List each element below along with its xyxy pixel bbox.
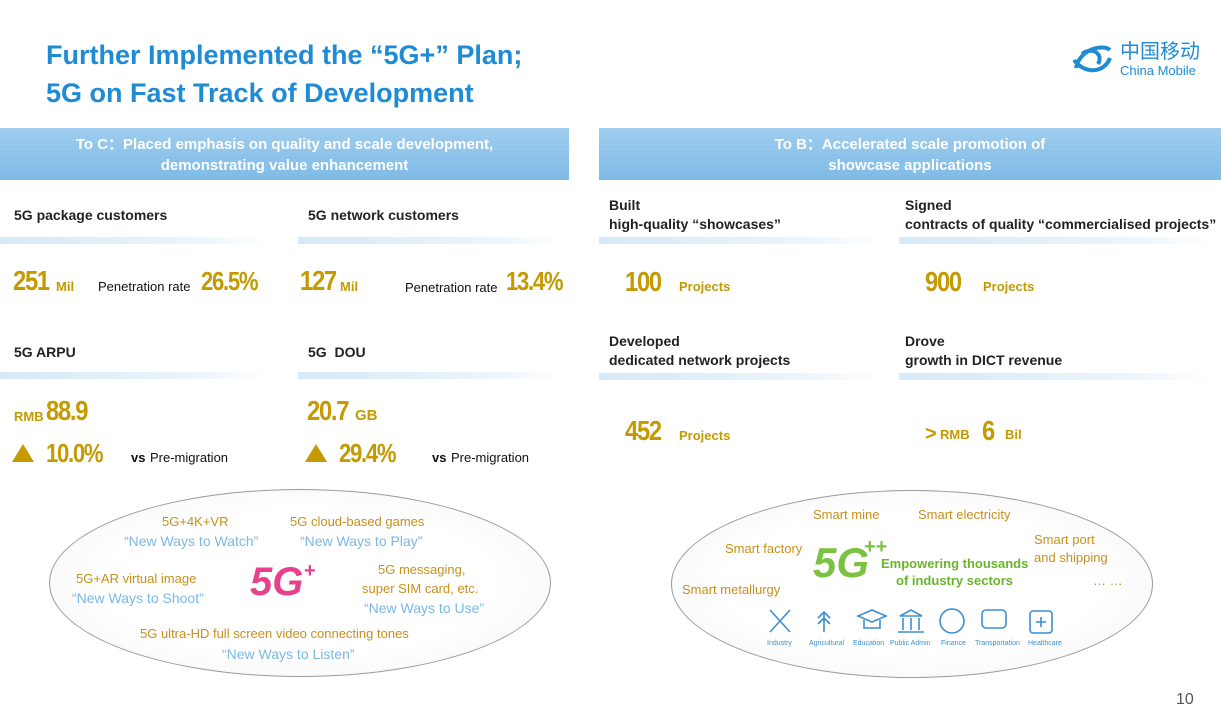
sector: and shipping <box>1034 550 1108 565</box>
center-text: Empowering thousands <box>881 556 1029 571</box>
card-sign: > <box>925 423 937 445</box>
metric-value: 20.7 <box>307 395 349 426</box>
icon-label: Public Admin <box>890 640 931 647</box>
card-label: high-quality “showcases” <box>609 216 781 232</box>
sector: … … <box>1093 573 1123 588</box>
logo-mark <box>1072 45 1112 73</box>
logo-5g: 5G <box>250 560 304 604</box>
rate-value: 13.4% <box>506 266 564 296</box>
card-prefix: RMB <box>940 427 970 442</box>
item-title: super SIM card, etc. <box>362 581 479 596</box>
card-unit: Projects <box>679 428 731 443</box>
rate-label: Penetration rate <box>98 279 191 294</box>
rule <box>0 372 268 379</box>
card-label: contracts of quality “commercialised pro… <box>905 216 1217 232</box>
rule <box>599 373 883 380</box>
sector: Smart factory <box>725 541 803 556</box>
logo-en: China Mobile <box>1120 63 1196 78</box>
header-line: showcase applications <box>828 157 992 174</box>
metric-unit: Mil <box>56 279 75 294</box>
metric-label: 5G package customers <box>14 207 168 223</box>
change-value: 10.0% <box>46 438 104 468</box>
rule <box>298 237 563 244</box>
item-sub: “New Ways to Listen” <box>222 646 355 662</box>
card-value: 900 <box>925 266 962 297</box>
metric-label: 5G network customers <box>308 207 459 223</box>
item-title: 5G messaging, <box>378 562 466 577</box>
icon-label: Education <box>853 640 885 647</box>
header-line: To C：Placed emphasis on quality and scal… <box>75 136 494 153</box>
center-text: of industry sectors <box>896 573 1014 588</box>
ellipse <box>671 490 1153 678</box>
rule <box>899 373 1215 380</box>
item-title: 5G cloud-based games <box>290 514 425 529</box>
metric-value: 88.9 <box>46 395 88 426</box>
change-value: 29.4% <box>339 438 397 468</box>
card-label: Built <box>609 197 641 213</box>
metric-value: 251 <box>13 265 50 296</box>
sector: Smart mine <box>813 507 880 522</box>
card-label: Developed <box>609 333 680 349</box>
item-sub: “New Ways to Use” <box>364 600 485 616</box>
logo-plus: ++ <box>864 536 888 558</box>
rule <box>0 237 268 244</box>
section-header: To C：Placed emphasis on quality and scal… <box>0 128 569 180</box>
icon-label: Healthcare <box>1028 640 1062 647</box>
card-unit: Projects <box>679 279 731 294</box>
item-title: 5G ultra-HD full screen video connecting… <box>140 626 409 641</box>
card-unit: Bil <box>1005 427 1022 442</box>
metric-unit: GB <box>355 407 378 424</box>
icon-label: Transportation <box>975 640 1020 647</box>
rule <box>298 372 563 379</box>
metric-unit: Mil <box>340 279 359 294</box>
sector: Smart metallurgy <box>682 582 781 597</box>
icon-label: Agricultural <box>809 640 845 647</box>
item-sub: “New Ways to Shoot” <box>72 590 204 606</box>
metric-value: 127 <box>300 265 337 296</box>
rule <box>899 237 1215 244</box>
vs: vs <box>131 450 146 465</box>
card-value: 452 <box>625 415 662 446</box>
section-header: To B：Accelerated scale promotion of show… <box>599 128 1221 180</box>
compare: Pre-migration <box>451 450 530 465</box>
title-line: 5G on Fast Track of Development <box>46 78 474 108</box>
logo-plus: + <box>304 560 316 582</box>
item-sub: “New Ways to Play” <box>300 533 423 549</box>
up-arrow <box>12 444 34 462</box>
up-arrow <box>305 444 327 462</box>
card-label: dedicated network projects <box>609 352 791 368</box>
sector: Smart electricity <box>918 507 1011 522</box>
card-unit: Projects <box>983 279 1035 294</box>
item-title: 5G+4K+VR <box>162 514 229 529</box>
metric-label: 5G ARPU <box>14 344 76 360</box>
logo-5g: 5G <box>813 539 870 586</box>
compare: Pre-migration <box>150 450 229 465</box>
item-sub: “New Ways to Watch” <box>124 533 259 549</box>
rate-label: Penetration rate <box>405 280 498 295</box>
vs: vs <box>432 450 447 465</box>
page-number: 10 <box>1176 691 1194 708</box>
rule <box>599 237 883 244</box>
icon-label: Finance <box>941 640 966 647</box>
sector: Smart port <box>1034 532 1095 547</box>
metric-prefix: RMB <box>14 409 44 424</box>
logo-cn: 中国移动 <box>1120 41 1200 63</box>
item-title: 5G+AR virtual image <box>76 571 197 586</box>
header-line: To B：Accelerated scale promotion of <box>774 136 1046 153</box>
rate-value: 26.5% <box>201 266 259 296</box>
industry-icons <box>769 608 1053 634</box>
card-value: 100 <box>625 266 662 297</box>
card-value: 6 <box>982 415 995 446</box>
metric-label: 5G DOU <box>308 344 366 360</box>
card-label: Drove <box>905 333 945 349</box>
icon-label: Industry <box>767 640 792 647</box>
header-line: demonstrating value enhancement <box>160 157 409 174</box>
card-label: Signed <box>905 197 952 213</box>
title-line: Further Implemented the “5G+” Plan; <box>46 40 523 70</box>
ellipse <box>49 489 551 677</box>
card-label: growth in DICT revenue <box>905 352 1063 368</box>
